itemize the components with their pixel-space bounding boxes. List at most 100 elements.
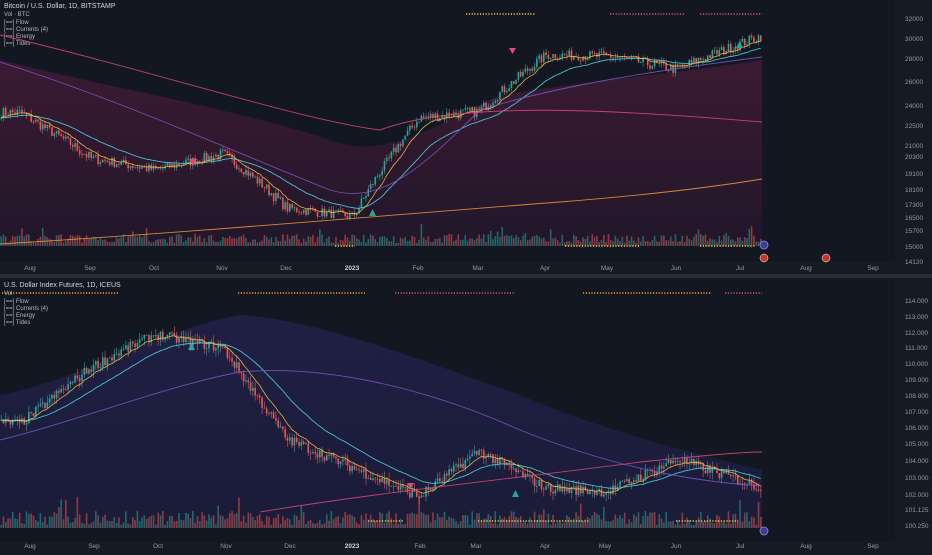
dxy-volume-bar <box>178 512 180 528</box>
btc-legend-currents[interactable]: [==] Currents (4) <box>4 27 48 33</box>
btc-legend-flow[interactable]: [==] Flow <box>4 20 29 26</box>
dxy-legend-currents[interactable]: [==] Currents (4) <box>4 306 48 312</box>
dxy-time-axis[interactable]: Aug Sep Oct Nov Dec 2023 Feb Mar Apr May… <box>24 543 879 550</box>
dxy-candle <box>275 418 277 421</box>
dxy-candle <box>639 474 642 481</box>
btc-price-axis[interactable]: 32000 30000 28000 26000 24000 22500 2100… <box>905 16 923 266</box>
dxy-candle <box>205 348 208 350</box>
btc-candle <box>85 154 88 158</box>
btc-time-tick: Oct <box>149 265 159 272</box>
btc-candle <box>485 102 487 110</box>
btc-volume-bar <box>113 241 116 246</box>
btc-volume-bar <box>605 241 607 246</box>
btc-volume-bar <box>598 242 601 246</box>
dxy-price-tick: 113.000 <box>905 314 928 321</box>
dxy-energy-line <box>259 451 763 513</box>
btc-volume-bar <box>619 241 621 246</box>
btc-candle <box>598 52 601 57</box>
dxy-candle <box>542 489 545 491</box>
dxy-time-tick: Jun <box>671 543 682 550</box>
btc-volume-bar <box>669 236 672 246</box>
btc-candle <box>323 208 326 217</box>
pane-separator[interactable] <box>0 274 932 278</box>
btc-candle <box>702 59 704 60</box>
btc-time-tick: Apr <box>540 265 551 272</box>
dxy-volume-bar <box>697 517 700 528</box>
dxy-volume-bar <box>159 515 162 528</box>
btc-volume-bar <box>302 238 305 246</box>
dxy-volume-bar <box>78 514 81 528</box>
btc-candle <box>579 60 582 62</box>
btc-plot[interactable] <box>0 13 763 247</box>
btc-candle <box>658 63 661 64</box>
btc-legend-energy[interactable]: [==] Energy <box>4 34 35 40</box>
btc-time-axis[interactable]: Aug Sep Oct Nov Dec 2023 Feb Mar Apr May… <box>24 265 879 272</box>
dxy-candle <box>452 465 455 472</box>
dxy-volume-bar <box>284 520 286 528</box>
dxy-candle <box>108 357 111 359</box>
dxy-volume-bar <box>81 522 83 528</box>
btc-volume-bar <box>256 242 259 246</box>
btc-flag-icon[interactable] <box>821 253 831 263</box>
dxy-volume-bar <box>152 515 155 528</box>
btc-volume-bar <box>536 235 538 246</box>
btc-candle <box>88 152 90 158</box>
dxy-candle <box>379 478 381 483</box>
dxy-candle <box>420 495 423 498</box>
dxy-candle <box>302 441 305 445</box>
btc-flow-fast-line <box>0 40 761 215</box>
btc-candle <box>700 57 702 60</box>
dxy-volume-bar <box>164 524 166 528</box>
btc-candle <box>568 50 570 56</box>
btc-price-tick: 21000 <box>905 143 923 150</box>
dxy-candle <box>392 485 395 487</box>
btc-volume-bar <box>725 233 728 246</box>
btc-candle <box>586 58 589 60</box>
btc-candle <box>295 207 298 212</box>
btc-volume-bar <box>134 236 136 246</box>
btc-volume-bar <box>582 237 584 246</box>
dxy-legend-flow[interactable]: [==] Flow <box>4 299 29 305</box>
btc-price-tick: 16500 <box>905 215 923 222</box>
dxy-candle <box>71 381 74 383</box>
dxy-legend-tides[interactable]: [==] Tides <box>4 320 30 326</box>
btc-candle <box>619 57 621 59</box>
btc-volume-bar <box>235 238 238 246</box>
btc-candle <box>716 50 718 55</box>
dxy-candle <box>679 461 681 463</box>
dxy-volume-bar <box>415 514 418 528</box>
dxy-volume-bar <box>473 519 476 528</box>
btc-candle <box>559 57 561 60</box>
btc-candle <box>60 134 62 137</box>
btc-candle <box>519 72 522 77</box>
btc-candle <box>148 164 150 171</box>
dxy-candle <box>464 460 467 469</box>
dxy-candle <box>376 478 379 480</box>
btc-volume-bar <box>644 241 647 246</box>
dxy-candle <box>104 357 106 366</box>
dxy-legend-energy[interactable]: [==] Energy <box>4 313 35 319</box>
dxy-candle <box>339 461 342 465</box>
btc-volume-bar <box>53 241 56 246</box>
btc-candle <box>549 57 552 59</box>
btc-candle <box>219 149 222 159</box>
dxy-candle <box>415 491 418 497</box>
btc-legend-tides[interactable]: [==] Tides <box>4 41 30 47</box>
dxy-candle <box>642 479 644 481</box>
dxy-plot[interactable] <box>0 292 763 528</box>
dxy-price-axis[interactable]: 114.000 113.000 112.000 111.000 110.000 … <box>905 298 929 530</box>
dxy-event-icon[interactable] <box>759 526 769 536</box>
btc-flag-icon[interactable] <box>759 253 769 263</box>
btc-candle <box>316 211 319 217</box>
btc-candle <box>261 178 263 188</box>
btc-event-icon[interactable] <box>759 240 769 250</box>
dxy-candle <box>381 477 383 483</box>
btc-volume-bar <box>429 242 432 246</box>
btc-volume-bar <box>263 235 266 246</box>
btc-volume-bar <box>118 238 120 246</box>
btc-candle <box>300 212 303 214</box>
btc-volume-bar <box>489 230 492 246</box>
btc-candle <box>533 66 536 71</box>
btc-volume-bar <box>71 235 74 246</box>
